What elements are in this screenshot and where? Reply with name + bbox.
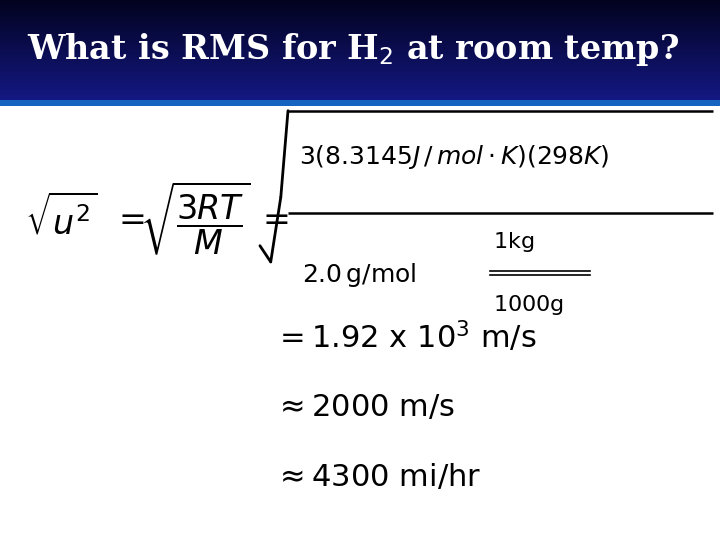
Text: $\sqrt{\dfrac{3RT}{M}}$: $\sqrt{\dfrac{3RT}{M}}$ [140,180,251,258]
Bar [0,87,720,89]
Bar [0,97,720,99]
Bar [0,3,720,4]
Bar [0,80,720,81]
Text: $\mathrm{1kg}$: $\mathrm{1kg}$ [493,230,534,254]
Bar [0,26,720,28]
Text: $\mathrm{1000g}$: $\mathrm{1000g}$ [493,293,564,317]
Bar [0,24,720,25]
Bar [0,8,720,9]
Bar [0,93,720,95]
Bar [0,21,720,23]
Bar [0,37,720,39]
Text: $\approx 2000\ \mathrm{m/s}$: $\approx 2000\ \mathrm{m/s}$ [274,392,455,423]
Text: $= 1.92\ \mathrm{x}\ 10^3\ \mathrm{m/s}$: $= 1.92\ \mathrm{x}\ 10^3\ \mathrm{m/s}$ [274,320,536,355]
Bar [0,57,720,59]
Bar [0,69,720,70]
Bar [0,70,720,71]
Text: $2.0\,\mathrm{g/mol}$: $2.0\,\mathrm{g/mol}$ [302,261,417,289]
Bar [0,39,720,40]
Bar [0,10,720,11]
Bar [0,23,720,24]
Bar [0,1,720,3]
Bar [0,44,720,45]
Bar [0,29,720,30]
Bar [0,33,720,35]
Bar [0,106,720,540]
Bar [0,46,720,48]
Bar [0,83,720,84]
Bar [0,11,720,12]
Bar [0,95,720,96]
Bar [0,14,720,15]
Bar [0,51,720,52]
Bar [0,55,720,56]
Bar [0,48,720,49]
Bar [0,0,720,1]
Bar [0,64,720,65]
Bar [0,66,720,68]
Bar [0,17,720,19]
Text: What is RMS for H$_2$ at room temp?: What is RMS for H$_2$ at room temp? [27,31,680,69]
Bar [0,25,720,26]
Bar [0,100,720,106]
Bar [0,31,720,32]
Bar [0,12,720,14]
Bar [0,75,720,76]
Bar [0,86,720,87]
Bar [0,96,720,97]
Bar [0,85,720,86]
Bar [0,81,720,83]
Bar [0,56,720,57]
Bar [0,50,720,51]
Bar [0,20,720,21]
Bar [0,53,720,55]
Bar [0,60,720,61]
Bar [0,91,720,92]
Text: $\approx 4300\ \mathrm{mi/hr}$: $\approx 4300\ \mathrm{mi/hr}$ [274,462,481,494]
Bar [0,19,720,20]
Bar [0,71,720,72]
Bar [0,4,720,5]
Bar [0,5,720,6]
Bar [0,99,720,100]
Bar [0,6,720,8]
Bar [0,9,720,10]
Bar [0,89,720,90]
Bar [0,41,720,43]
Bar [0,76,720,77]
Bar [0,35,720,36]
Bar [0,61,720,63]
Bar [0,77,720,79]
Bar [0,43,720,44]
Bar [0,59,720,60]
Bar [0,36,720,37]
Bar [0,92,720,93]
Text: $\sqrt{u^2}$: $\sqrt{u^2}$ [25,195,97,242]
Bar [0,68,720,69]
Text: $3(8.3145\mathit{J}\,/\,\mathit{mol}\cdot \mathit{K})(298\mathit{K})$: $3(8.3145\mathit{J}\,/\,\mathit{mol}\cdo… [299,143,609,171]
Bar [0,40,720,41]
Bar [0,72,720,73]
Bar [0,32,720,33]
Text: $=$: $=$ [112,202,145,235]
Bar [0,49,720,50]
Bar [0,30,720,31]
Bar [0,45,720,46]
Text: $=$: $=$ [256,202,289,235]
Bar [0,52,720,53]
Bar [0,65,720,66]
Bar [0,73,720,75]
Bar [0,28,720,29]
Bar [0,16,720,17]
Bar [0,15,720,16]
Bar [0,84,720,85]
Bar [0,90,720,91]
Bar [0,63,720,64]
Bar [0,79,720,80]
